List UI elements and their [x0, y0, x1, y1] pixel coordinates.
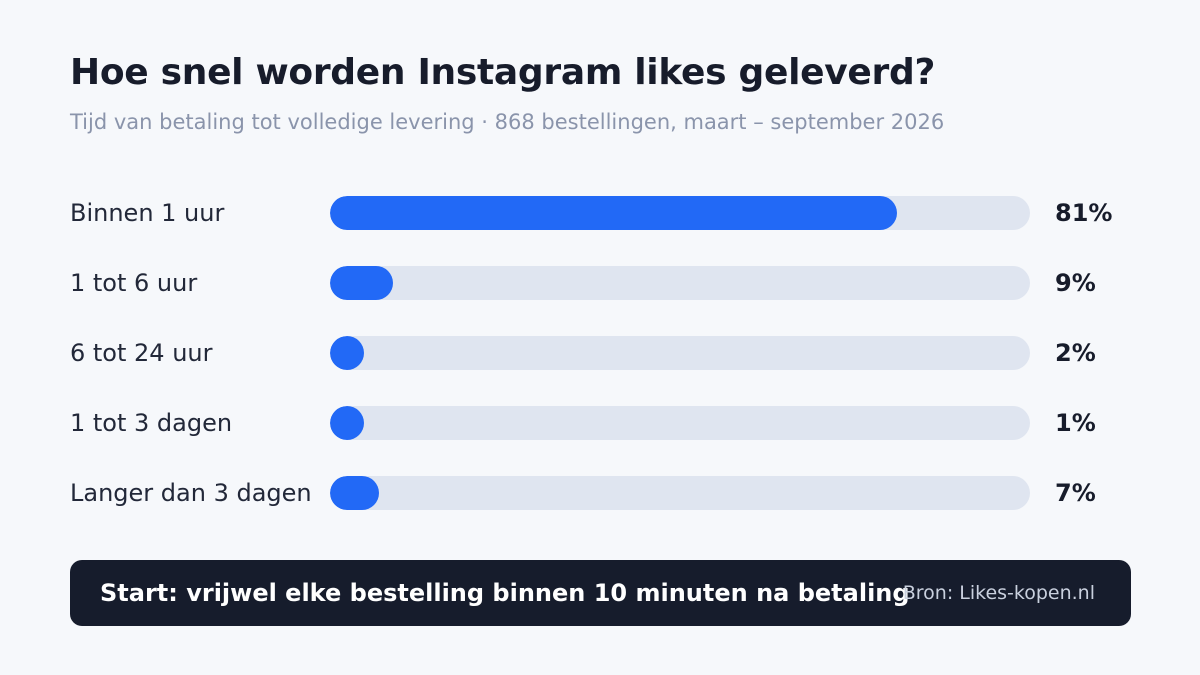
value-label: 7% [1055, 479, 1096, 507]
source-credit: Bron: Likes-kopen.nl [902, 582, 1095, 604]
bar-track [330, 266, 1030, 300]
category-label: 1 tot 3 dagen [70, 409, 233, 437]
bar-track [330, 336, 1030, 370]
value-label: 2% [1055, 339, 1096, 367]
bar-track [330, 196, 1030, 230]
bar-row: 1 tot 6 uur 9% [0, 266, 1200, 300]
value-label: 81% [1055, 199, 1113, 227]
category-label: 6 tot 24 uur [70, 339, 213, 367]
footer-banner: Start: vrijwel elke bestelling binnen 10… [70, 560, 1131, 626]
bar-track [330, 406, 1030, 440]
footer-text: Start: vrijwel elke bestelling binnen 10… [100, 579, 910, 607]
category-label: 1 tot 6 uur [70, 269, 198, 297]
category-label: Langer dan 3 dagen [70, 479, 312, 507]
chart-subtitle: Tijd van betaling tot volledige levering… [70, 110, 945, 134]
value-label: 9% [1055, 269, 1096, 297]
bar-row: Langer dan 3 dagen 7% [0, 476, 1200, 510]
bar [330, 266, 393, 300]
bar-track [330, 476, 1030, 510]
chart-title: Hoe snel worden Instagram likes geleverd… [70, 52, 936, 93]
bar-row: 6 tot 24 uur 2% [0, 336, 1200, 370]
bar [330, 476, 379, 510]
bar-row: 1 tot 3 dagen 1% [0, 406, 1200, 440]
bar [330, 196, 897, 230]
value-label: 1% [1055, 409, 1096, 437]
category-label: Binnen 1 uur [70, 199, 225, 227]
bar-row: Binnen 1 uur 81% [0, 196, 1200, 230]
bar [330, 406, 364, 440]
bar [330, 336, 364, 370]
